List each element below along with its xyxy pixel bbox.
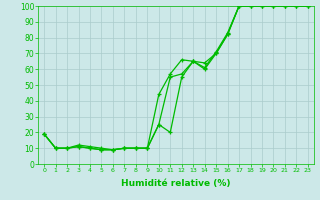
X-axis label: Humidité relative (%): Humidité relative (%) (121, 179, 231, 188)
